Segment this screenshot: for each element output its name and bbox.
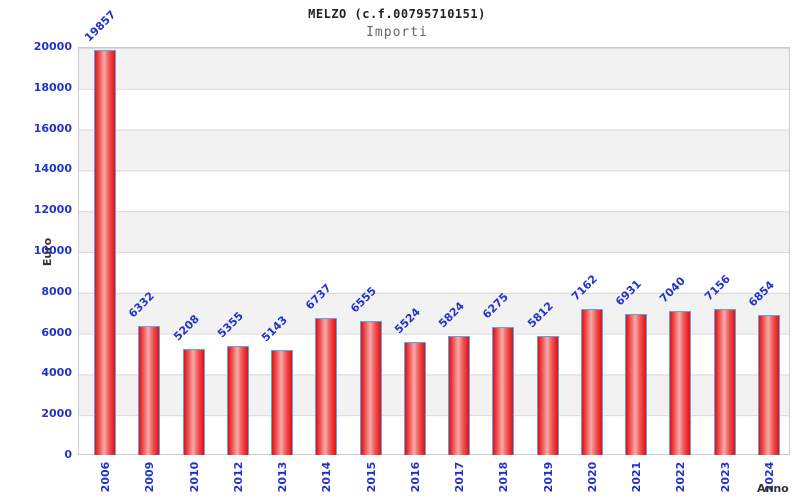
chart-subtitle: Importi <box>366 25 428 40</box>
bar-2015 <box>359 321 382 455</box>
bar-2020 <box>580 308 603 455</box>
bar-2021 <box>625 313 648 455</box>
y-tick-label: 20000 <box>33 40 72 53</box>
x-tick-label-2006: 2006 <box>98 461 112 493</box>
bar-2014 <box>315 317 338 455</box>
bar-2006 <box>94 49 116 455</box>
bar-2013 <box>271 350 294 455</box>
x-tick-label-2010: 2010 <box>187 461 201 493</box>
y-tick-label: 16000 <box>33 121 72 135</box>
chart-title: MELZO (c.f.00795710151) <box>308 7 486 21</box>
y-axis-title: Euro <box>41 237 54 267</box>
bar-2016 <box>403 342 426 455</box>
x-tick-label-2009: 2009 <box>142 461 156 493</box>
x-tick-label-2018: 2018 <box>496 461 510 493</box>
bar-2010 <box>182 348 205 455</box>
x-tick-label-2020: 2020 <box>585 461 599 493</box>
x-tick-label-2012: 2012 <box>231 461 245 493</box>
x-tick-label-2014: 2014 <box>319 461 333 493</box>
bar-2012 <box>226 345 249 455</box>
bar-2024 <box>757 315 780 455</box>
x-tick-label-2017: 2017 <box>452 461 466 493</box>
x-tick-label-2016: 2016 <box>408 461 422 493</box>
y-tick-label: 12000 <box>33 203 72 217</box>
y-tick-label: 14000 <box>33 162 72 176</box>
x-axis-title: Anno <box>757 482 789 495</box>
x-tick-label-2019: 2019 <box>541 461 555 493</box>
y-tick-label: 10000 <box>33 244 72 257</box>
bar-2009 <box>138 325 161 455</box>
x-tick-label-2013: 2013 <box>275 461 289 493</box>
y-tick-label: 18000 <box>33 80 72 94</box>
bar-2022 <box>669 311 692 455</box>
y-tick-label: 2000 <box>41 407 72 421</box>
y-tick-label: 8000 <box>41 284 72 298</box>
y-tick-label: 4000 <box>41 366 72 380</box>
bar-2019 <box>536 336 559 455</box>
y-tick-label: 6000 <box>41 325 72 339</box>
x-tick-label-2015: 2015 <box>364 461 378 493</box>
x-tick-label-2022: 2022 <box>673 461 687 493</box>
x-tick-label-2021: 2021 <box>629 461 643 493</box>
bar-2018 <box>492 327 515 455</box>
x-tick-label-2023: 2023 <box>718 461 732 493</box>
bar-2017 <box>448 336 471 455</box>
bar-2023 <box>713 309 736 455</box>
y-tick-label: 0 <box>64 448 72 461</box>
